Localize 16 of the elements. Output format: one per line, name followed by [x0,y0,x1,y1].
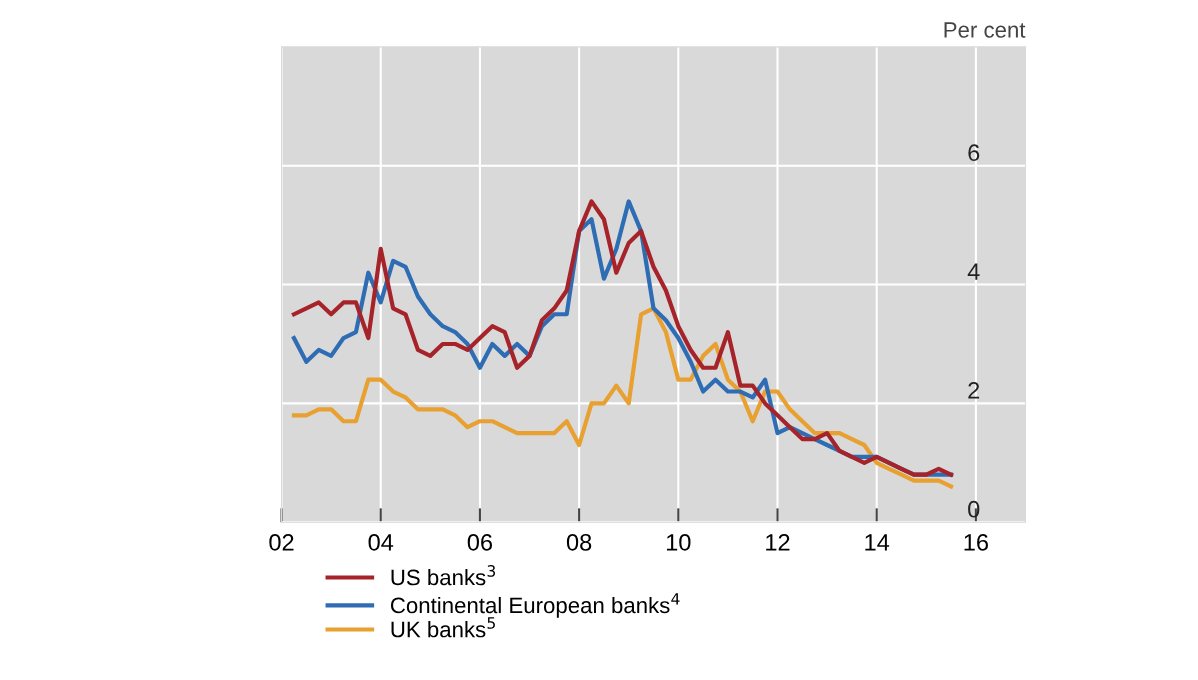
x-tick-label: 06 [467,533,493,551]
x-tick-label: 08 [566,533,592,551]
y-tick-label: 2 [968,382,980,399]
x-tick-label: 04 [368,533,394,551]
y-tick-label: 0 [968,500,980,518]
y-tick-label: 4 [967,263,980,280]
x-tick-label: 12 [766,533,790,551]
legend-label: UK banks$^{5}$ [391,617,495,638]
legend-label: Continental European banks$^{4}$ [390,593,680,618]
x-tick-label: 02 [269,533,294,551]
x-tick-label: 10 [666,533,691,551]
y-tick-label: 6 [968,144,980,162]
x-tick-label: 14 [865,534,890,551]
legend-label: US banks$^{3}$ [391,565,496,586]
x-tick-label: 16 [964,533,988,551]
y-axis-title: Per cent [944,22,1026,38]
